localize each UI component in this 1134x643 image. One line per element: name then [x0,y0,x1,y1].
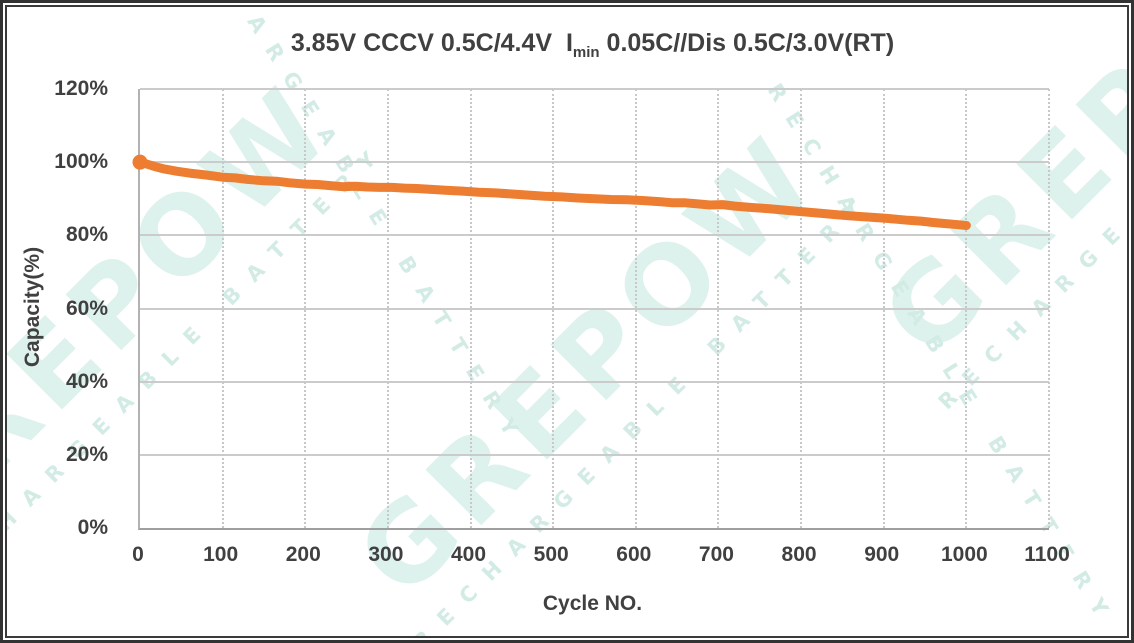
x-tick-label: 100 [203,543,239,566]
x-tick-label: 0 [132,543,144,566]
plot-area [132,88,1050,530]
chart-title-pre: 3.85V CCCV 0.5C/4.4V I [290,29,573,57]
curve-start-marker [132,154,148,170]
capacity-curve [135,157,971,230]
h-gridline [140,307,1049,310]
chart-canvas: GREPOW RECHARGEABLE BATTERY GREPOW RECHA… [5,5,1129,638]
x-tick-label: 400 [451,543,487,566]
x-tick-label: 1100 [1024,543,1070,566]
x-tick-label: 700 [698,543,734,566]
y-tick-label: 120% [54,77,108,100]
y-tick-label: 20% [65,442,108,466]
h-gridline [140,453,1049,456]
y-tick-label: 0% [77,516,108,539]
y-tick-label: 60% [65,296,108,320]
chart-title-post: 0.05C//Dis 0.5C/3.0V(RT) [599,29,895,57]
v-gridline [386,89,389,528]
data-series-layer [132,154,971,230]
x-tick-label: 800 [781,543,817,566]
h-gridline [140,161,1049,164]
x-tick-label: 500 [533,543,569,566]
x-tick-label: 200 [285,543,321,566]
x-tick-label: 300 [368,543,404,566]
h-gridline [140,234,1049,237]
x-tick-label: 1000 [941,543,988,566]
v-gridline [469,89,472,528]
v-gridline [221,89,224,528]
v-gridline [634,89,637,528]
v-gridline [552,89,555,528]
v-gridline [304,89,307,528]
y-tick-label: 40% [65,369,108,393]
chart-title: 3.85V CCCV 0.5C/4.4V Imin 0.05C//Dis 0.5… [138,29,1047,61]
v-gridline [965,89,968,528]
x-tick-label: 900 [864,543,900,566]
h-gridline [140,380,1049,383]
chart-title-subscript: min [572,44,600,61]
v-gridline [717,89,720,528]
v-gridline [882,89,885,528]
y-tick-label: 80% [65,223,108,247]
y-tick-label: 100% [54,150,108,174]
x-tick-label: 600 [616,543,652,566]
h-gridline [140,88,1049,90]
v-gridline [1048,89,1050,528]
v-gridline [800,89,803,528]
x-axis-title: Cycle NO. [542,592,643,615]
